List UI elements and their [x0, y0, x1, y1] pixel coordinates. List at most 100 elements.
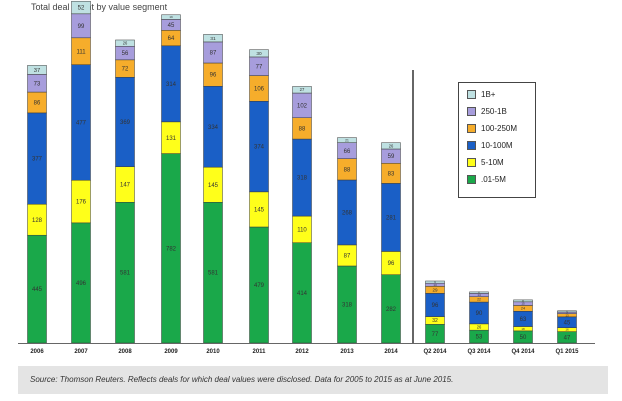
x-tick-label: Q1 2015	[555, 349, 579, 355]
data-label: 88	[299, 126, 306, 132]
data-label: 581	[208, 271, 219, 277]
data-label: 318	[297, 176, 308, 182]
data-label: 96	[210, 73, 217, 79]
data-label: 32	[432, 318, 438, 324]
legend-item: 10-100M	[467, 140, 513, 150]
data-label: 281	[386, 216, 397, 222]
data-label: 24	[521, 307, 525, 311]
data-label: 581	[120, 271, 131, 277]
legend-label: 250-1B	[481, 106, 507, 116]
legend-item: 1B+	[467, 89, 495, 99]
data-label: 96	[432, 303, 439, 309]
data-label: 73	[34, 81, 41, 87]
legend-label: 1B+	[481, 89, 496, 99]
data-label: 314	[166, 82, 177, 88]
source-note: Source: Thomson Reuters. Reflects deals …	[30, 375, 454, 384]
bar-segment	[557, 310, 577, 313]
data-label: 87	[344, 254, 351, 260]
data-label: 9	[434, 280, 436, 284]
data-label: 52	[78, 6, 85, 12]
data-label: 47	[564, 335, 571, 341]
data-label: 37	[34, 68, 40, 74]
data-label: 16	[565, 328, 569, 332]
data-label: 27	[300, 87, 305, 92]
data-label: 318	[342, 303, 353, 309]
data-label: 128	[32, 218, 43, 224]
data-label: 110	[297, 227, 307, 233]
chart-legend: 1B+ 250-1B 100-250M 10-100M 5-10M .01-5M	[458, 82, 536, 198]
bar-segment	[249, 49, 269, 58]
data-label: 19	[169, 15, 173, 19]
source-footer: Source: Thomson Reuters. Reflects deals …	[18, 366, 608, 394]
data-label: 87	[210, 51, 217, 57]
data-label: 29	[432, 287, 438, 292]
data-label: 496	[76, 281, 87, 287]
bar-segment	[71, 0, 91, 15]
x-tick-label: 2007	[74, 349, 88, 355]
legend-swatch	[467, 123, 476, 133]
data-label: 30	[256, 51, 262, 57]
data-label: 477	[76, 121, 87, 127]
bar-segment	[292, 86, 312, 94]
data-label: 414	[297, 291, 308, 297]
x-tick-label: 2013	[340, 349, 354, 355]
data-label: 26	[123, 41, 128, 46]
data-label: 31	[210, 36, 216, 42]
bar-segment	[161, 14, 181, 20]
x-tick-label: 2008	[118, 349, 132, 355]
data-label: 88	[344, 167, 351, 173]
legend-swatch	[467, 140, 476, 150]
data-label: 83	[388, 171, 395, 177]
data-label: 782	[166, 246, 177, 252]
bar-segment	[513, 299, 533, 303]
bar-segment	[115, 39, 135, 47]
data-label: 45	[564, 320, 571, 326]
data-label: 445	[32, 287, 43, 293]
data-label: 5	[566, 309, 568, 313]
data-label: 106	[254, 87, 265, 93]
data-label: 53	[476, 335, 483, 341]
chart-title: Total deal count by value segment	[31, 2, 168, 12]
data-label: 334	[208, 125, 219, 131]
data-label: 15	[521, 302, 525, 306]
data-label: 77	[432, 332, 439, 338]
labels-layer: 4451283778673374961764771119952581147369…	[32, 6, 571, 342]
data-label: 145	[208, 183, 219, 189]
data-label: 479	[254, 283, 265, 289]
x-tick-label: Q3 2014	[467, 349, 491, 355]
data-label: 102	[297, 103, 308, 109]
data-label: 22	[477, 298, 481, 302]
legend-swatch	[467, 89, 476, 99]
data-label: 63	[520, 317, 527, 323]
data-label: 64	[168, 36, 175, 42]
data-label: 59	[388, 154, 395, 160]
bars-layer	[27, 0, 577, 344]
legend-item: .01-5M	[467, 174, 506, 184]
data-label: 26	[389, 143, 394, 148]
data-label: 147	[120, 183, 131, 189]
x-tick-label: Q4 2014	[511, 349, 535, 355]
legend-label: .01-5M	[481, 174, 506, 184]
bar-segment	[469, 291, 489, 294]
data-label: 131	[166, 136, 177, 142]
data-label: 86	[34, 101, 41, 107]
legend-swatch	[467, 106, 476, 116]
data-label: 21	[345, 138, 349, 142]
data-label: 176	[76, 200, 87, 206]
x-axis: 2006 2007 2008 2009 2010 2011 2012 2013 2014 Q2 2…	[18, 70, 595, 355]
data-label: 374	[254, 145, 265, 151]
data-label: 8	[522, 299, 524, 303]
data-label: 369	[120, 120, 131, 126]
bar-segment	[425, 280, 445, 284]
bar-segment	[27, 65, 47, 75]
x-tick-label: 2014	[384, 349, 398, 355]
data-label: 72	[122, 67, 129, 73]
data-label: 13	[433, 283, 437, 287]
legend-swatch	[467, 157, 476, 167]
data-label: 14	[477, 293, 481, 297]
data-label: 13	[565, 313, 569, 317]
data-label: 99	[78, 24, 85, 30]
bar-segment	[203, 34, 223, 43]
bar-segment	[337, 137, 357, 143]
